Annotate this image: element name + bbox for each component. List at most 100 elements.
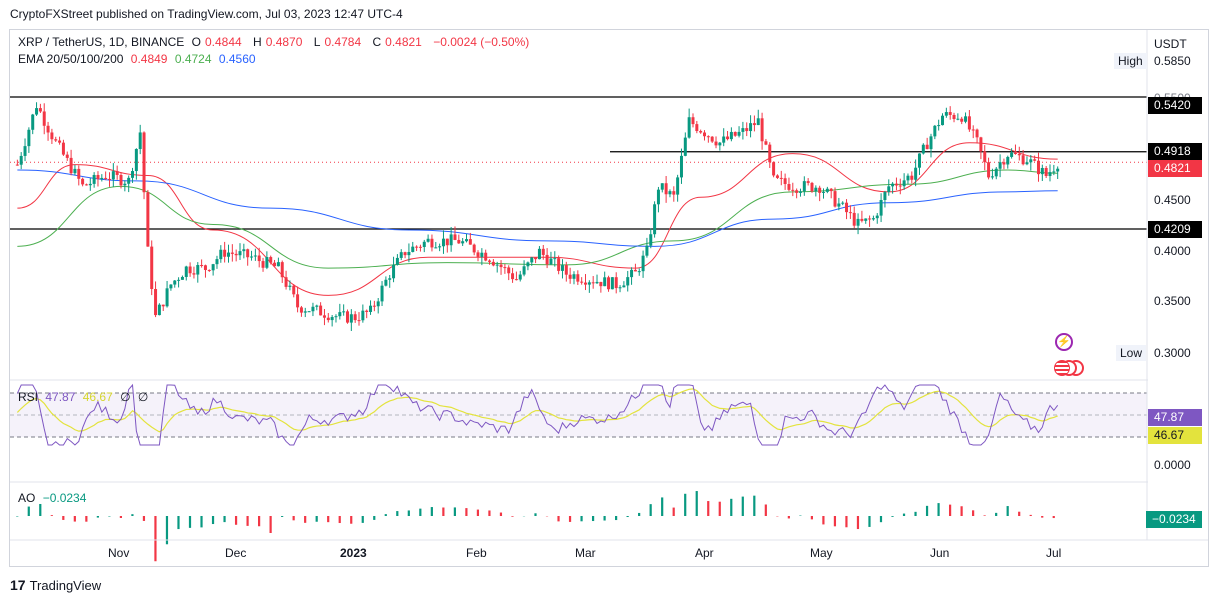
candle-body <box>1040 167 1044 175</box>
candle-body <box>61 142 65 155</box>
us-flag-icon[interactable] <box>1054 360 1084 378</box>
candle-body <box>430 238 434 248</box>
ao-bar <box>833 516 837 527</box>
candle-body <box>691 117 695 125</box>
candle-body <box>726 136 730 140</box>
ao-bar <box>649 504 652 516</box>
candle-body <box>906 175 910 181</box>
candle-body <box>925 144 929 150</box>
candle-body <box>345 311 349 323</box>
ao-bar <box>499 512 503 516</box>
ao-bar <box>476 509 480 516</box>
candle-body <box>1056 168 1060 172</box>
candle-body <box>104 177 108 179</box>
ao-bar <box>1018 511 1021 516</box>
candle-body <box>910 175 914 180</box>
candle-body <box>944 112 948 116</box>
candle-body <box>1002 162 1006 165</box>
high-label: H <box>253 35 262 49</box>
candle-body <box>537 248 541 260</box>
candle-body <box>188 266 192 274</box>
candle-body <box>280 262 284 278</box>
candle-body <box>679 155 683 178</box>
candle-body <box>941 115 945 126</box>
rsi-ma-value: 46.67 <box>82 390 113 404</box>
candle-body <box>975 129 979 138</box>
ao-bar <box>292 516 295 521</box>
ao-bar <box>960 506 963 516</box>
ao-bar <box>131 514 134 516</box>
ao-bar <box>764 504 767 516</box>
candle-body <box>937 125 941 127</box>
ao-bar <box>315 516 318 522</box>
candle-body <box>495 264 499 266</box>
candle-body <box>226 252 230 257</box>
chart-frame <box>9 29 1209 567</box>
candle-body <box>891 183 895 187</box>
candle-body <box>276 262 280 267</box>
ao-bar <box>200 516 203 528</box>
candle-body <box>69 157 73 174</box>
candle-body <box>92 174 96 184</box>
candle-body <box>633 269 637 272</box>
candle-body <box>921 144 925 154</box>
candle-body <box>979 137 983 152</box>
candle-body <box>576 274 580 282</box>
candle-body <box>96 174 100 180</box>
time-apr: Apr <box>695 546 714 560</box>
candle-body <box>572 274 576 279</box>
high-value: 0.4870 <box>265 35 303 49</box>
candle-body <box>42 111 46 126</box>
candle-body <box>422 241 426 248</box>
candle-body <box>407 251 411 256</box>
ao-bar <box>154 516 157 562</box>
level-0542-marker: 0.5420 <box>1148 97 1202 114</box>
candle-body <box>1021 155 1025 165</box>
ao-bar <box>707 501 710 516</box>
ao-bar <box>580 516 583 522</box>
ao-bar <box>246 516 249 526</box>
lightning-icon[interactable]: ⚡ <box>1055 333 1073 351</box>
candle-body <box>1048 172 1052 177</box>
candle-body <box>687 117 691 138</box>
candle-body <box>622 285 626 288</box>
tick-0400: 0.4000 <box>1154 244 1191 258</box>
candle-body <box>783 178 787 185</box>
candle-body <box>349 314 353 323</box>
rsi-marker: 47.87 <box>1148 409 1202 426</box>
low-value: 0.4784 <box>324 35 362 49</box>
candle-body <box>65 154 69 158</box>
candle-body <box>257 255 261 262</box>
time-mar: Mar <box>575 546 596 560</box>
candle-body <box>134 149 138 172</box>
ao-bar <box>27 506 30 516</box>
ao-bar <box>85 516 88 522</box>
candle-body <box>457 239 461 244</box>
candle-body <box>511 273 515 280</box>
ao-bar <box>361 516 364 523</box>
ao-bar <box>119 516 123 518</box>
candle-body <box>426 238 430 242</box>
candle-body <box>154 289 158 316</box>
candle-body <box>253 255 257 257</box>
candle-body <box>453 234 457 240</box>
candle-body <box>131 171 135 178</box>
candle-body <box>127 177 131 184</box>
ao-bar <box>1006 506 1009 516</box>
ao-bar <box>753 495 756 516</box>
time-jun: Jun <box>930 546 950 560</box>
candle-body <box>338 312 342 317</box>
candle-body <box>146 192 150 247</box>
candle-body <box>50 132 54 140</box>
ao-bar <box>234 516 238 525</box>
candle-body <box>703 132 707 137</box>
candle-body <box>768 144 772 163</box>
candle-body <box>376 301 380 307</box>
candle-body <box>15 164 19 166</box>
candle-body <box>534 257 538 260</box>
candle-body <box>307 311 311 313</box>
candle-body <box>864 218 868 221</box>
candle-body <box>1029 159 1033 163</box>
candle-body <box>303 311 307 313</box>
